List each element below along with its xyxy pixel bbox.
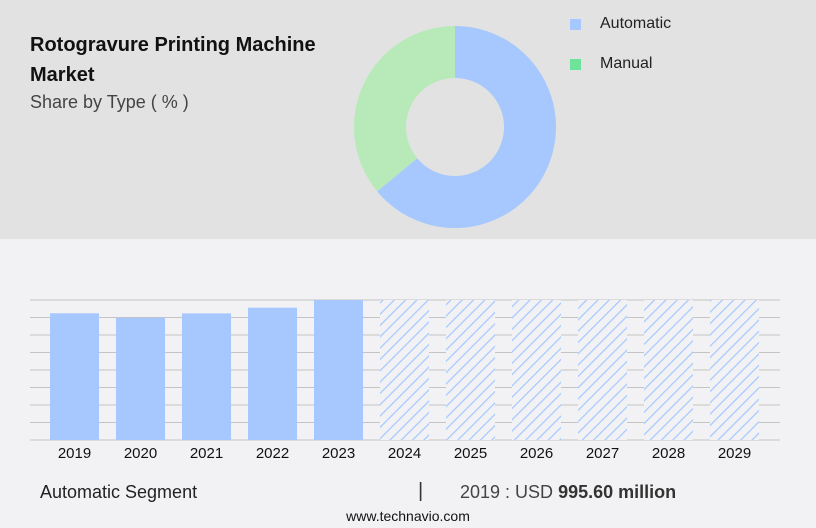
x-tick-label: 2028 [651, 445, 686, 462]
bar-2021 [182, 313, 231, 440]
forecast-bar-2025 [446, 300, 495, 440]
x-tick-label: 2023 [321, 445, 356, 462]
legend-label: Manual [600, 55, 653, 72]
segment-label: Automatic Segment [40, 482, 198, 502]
segment-value-amount: 995.60 million [558, 482, 677, 502]
segment-value: 2019 : USD 995.60 million [460, 482, 677, 502]
x-tick-label: 2024 [387, 445, 422, 462]
forecast-bar-2027 [578, 300, 627, 440]
legend-item-automatic: Automatic [570, 15, 671, 33]
donut-segment-manual [354, 26, 455, 192]
bar-2019 [50, 313, 99, 440]
chart-subtitle: Share by Type ( % ) [30, 92, 189, 112]
x-tick-label: 2027 [585, 445, 620, 462]
bars [50, 300, 759, 440]
donut-segment-automatic [377, 26, 556, 228]
donut-chart [354, 26, 556, 228]
footer-separator: | [418, 480, 424, 502]
forecast-bar-2026 [512, 300, 561, 440]
forecast-bar-2024 [380, 300, 429, 440]
page-title: Rotogravure Printing Machine Market [30, 34, 316, 86]
legend-item-manual: Manual [570, 55, 652, 73]
x-tick-label: 2022 [255, 445, 290, 462]
forecast-bar-2029 [710, 300, 759, 440]
x-tick-label: 2019 [57, 445, 92, 462]
bar-chart [30, 299, 780, 441]
legend-label: Automatic [600, 15, 672, 32]
bar-2020 [116, 317, 165, 440]
bar-2022 [248, 307, 297, 440]
x-tick-label: 2029 [717, 445, 752, 462]
x-tick-label: 2020 [123, 445, 158, 462]
x-tick-label: 2021 [189, 445, 224, 462]
legend-swatch-manual [570, 58, 581, 70]
x-tick-label: 2025 [453, 445, 488, 462]
x-tick-label: 2026 [519, 445, 554, 462]
bar-2023 [314, 300, 363, 440]
legend-swatch-automatic [570, 18, 581, 30]
website-link[interactable]: www.technavio.com [346, 508, 470, 524]
forecast-bar-2028 [644, 300, 693, 440]
